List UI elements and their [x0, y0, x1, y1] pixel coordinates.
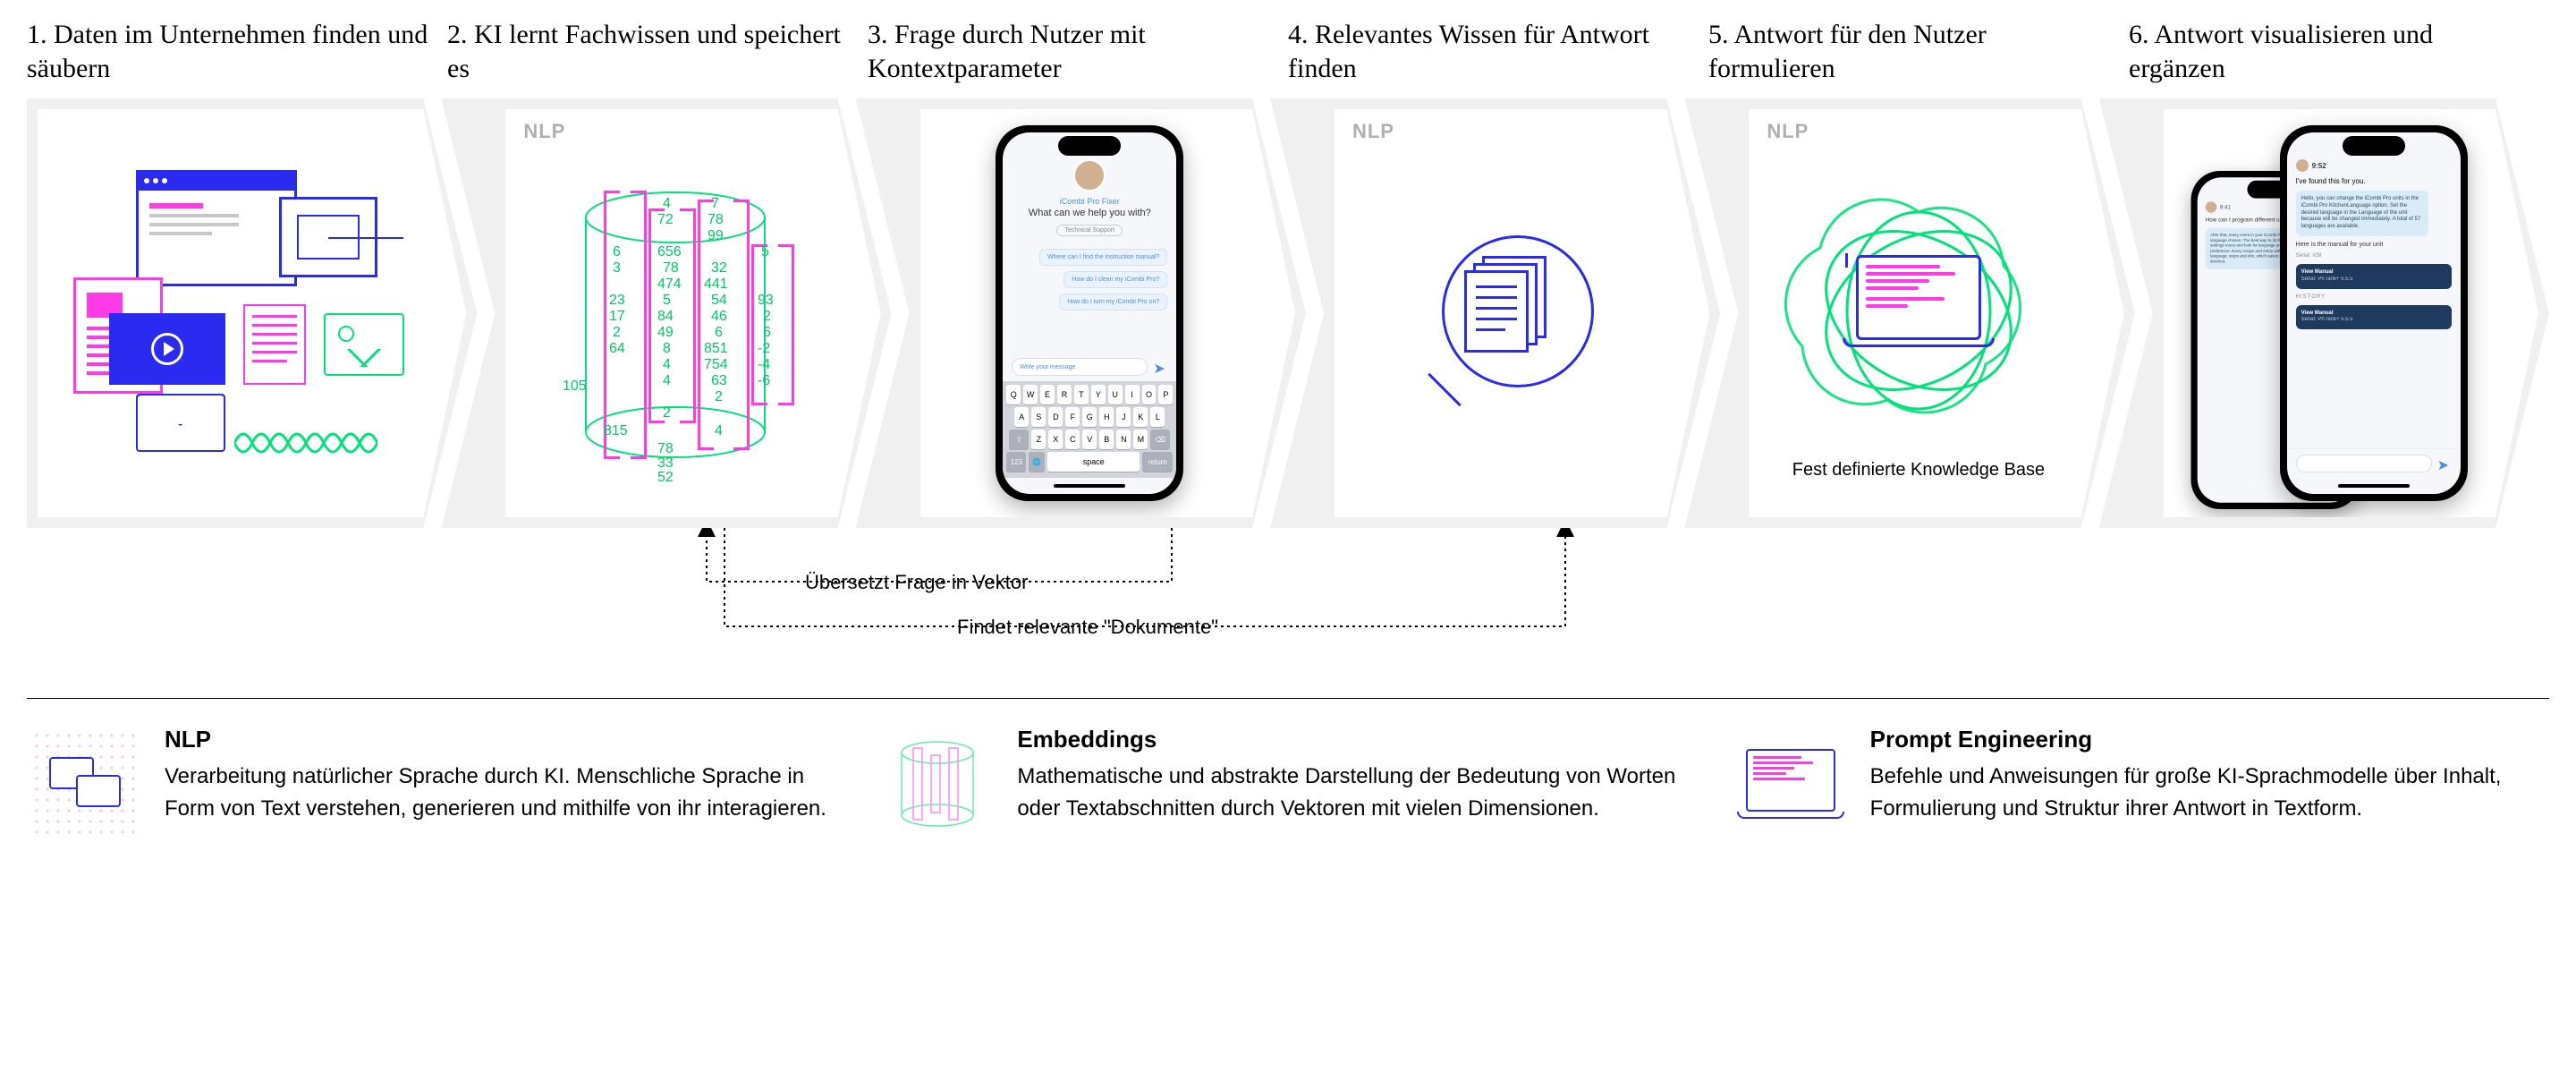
chat-message: How do I clean my iCombi Pro? — [1063, 271, 1167, 288]
image-placeholder-icon — [279, 197, 377, 277]
ai-answer: Hello, you can change the iCombi Pro uni… — [2296, 191, 2428, 236]
manual-label: Here is the manual for your unit — [2296, 242, 2452, 248]
chevron-1 — [27, 98, 477, 528]
step-title-5: 5. Antwort für den Nutzer formulieren — [1708, 18, 2129, 89]
step-title-1: 1. Daten im Unternehmen finden und säube… — [27, 18, 447, 89]
laptop-icon — [1737, 749, 1844, 819]
def-nlp: NLP Verarbeitung natürlicher Sprache dur… — [27, 726, 843, 842]
chat-message: Where can I find the instruction manual? — [1039, 249, 1167, 266]
support-badge: Technical Support — [1056, 225, 1123, 236]
text-doc-icon — [243, 304, 306, 385]
embeddings-icon — [888, 730, 987, 838]
step-title-6: 6. Antwort visualisieren und ergänzen — [2129, 18, 2549, 89]
keyboard[interactable]: QWERTYUIOP ASDFGHJKL ⇧ZXCVBNM⌫ 123 🌐 spa… — [1003, 381, 1176, 478]
annotation-translate: Übersetzt Frage in Vektor — [805, 571, 1028, 594]
data-sources-illustration — [64, 161, 404, 465]
def-prompt: Prompt Engineering Befehle und Anweisung… — [1733, 726, 2549, 842]
phone-chat-mockup: iCombi Pro Fixer What can we help you wi… — [996, 125, 1183, 501]
def-title: NLP — [165, 726, 843, 753]
history-label: HISTORY — [2296, 294, 2452, 300]
chevron-4: NLP — [1270, 98, 1720, 528]
chevron-2: NLP — [441, 98, 891, 528]
step-title-3: 3. Frage durch Nutzer mit Kontextparamet… — [868, 18, 1288, 89]
definitions-row: NLP Verarbeitung natürlicher Sprache dur… — [27, 698, 2549, 842]
app-subtitle: What can we help you with? — [1012, 208, 1167, 218]
manual-card[interactable]: View Manual Serial: Ph rank+ 5.5.5 — [2296, 264, 2452, 289]
laptop-icon — [1843, 255, 1995, 371]
def-body: Befehle und Anweisungen für große KI-Spr… — [1870, 761, 2549, 825]
message-input[interactable]: Write your message — [1012, 358, 1148, 376]
step-title-4: 4. Relevantes Wissen für Antwort finden — [1288, 18, 1708, 89]
avatar-icon — [1073, 159, 1106, 191]
step5-caption: Fest definierte Knowledge Base — [1792, 460, 2045, 481]
chevrons-row: NLP — [27, 98, 2549, 528]
mail-icon — [136, 394, 225, 452]
answer-phones-illustration: 9:41 How can I program different units i… — [2182, 125, 2485, 501]
def-title: Embeddings — [1017, 726, 1696, 753]
app-title: iCombi Pro Fixer — [1012, 197, 1167, 206]
window-icon — [136, 170, 297, 286]
chevron-5: NLP — [1684, 98, 2134, 528]
chat-message: How do I turn my iCombi Pro on? — [1059, 294, 1167, 311]
found-text: I've found this for you. — [2296, 177, 2452, 185]
video-icon — [109, 313, 225, 385]
embeddings-illustration: 4 7 72 78 99 6 656 5 3 78 32 474 441 23 … — [532, 164, 818, 486]
annotation-find-docs: Findet relevante "Dokumente" — [957, 616, 1218, 639]
nlp-tag: NLP — [1352, 120, 1656, 143]
photo-icon — [324, 313, 404, 376]
chevron-6: 9:41 How can I program different units i… — [2099, 98, 2549, 528]
def-body: Mathematische und abstrakte Darstellung … — [1017, 761, 1696, 825]
audio-wave-icon — [234, 421, 377, 465]
nlp-tag: NLP — [1767, 120, 2070, 143]
step-title-2: 2. KI lernt Fachwissen und speichert es — [447, 18, 868, 89]
serial-label: Serial: #39 — [2296, 253, 2452, 259]
nlp-tag: NLP — [523, 120, 826, 143]
send-icon[interactable]: ➤ — [1153, 360, 1167, 374]
annotations-area: Übersetzt Frage in Vektor Findet relevan… — [27, 528, 2549, 680]
manual-card[interactable]: View Manual Serial: Ph rank+ 5.5.5 — [2296, 305, 2452, 330]
search-documents-icon — [1415, 235, 1594, 414]
nlp-icon — [31, 730, 139, 838]
steps-titles-row: 1. Daten im Unternehmen finden und säube… — [27, 18, 2549, 89]
def-embeddings: Embeddings Mathematische und abstrakte D… — [879, 726, 1696, 842]
def-body: Verarbeitung natürlicher Sprache durch K… — [165, 761, 843, 825]
def-title: Prompt Engineering — [1870, 726, 2549, 753]
chevron-3: iCombi Pro Fixer What can we help you wi… — [856, 98, 1306, 528]
send-icon[interactable]: ➤ — [2437, 456, 2452, 471]
llm-illustration — [1775, 170, 2062, 456]
